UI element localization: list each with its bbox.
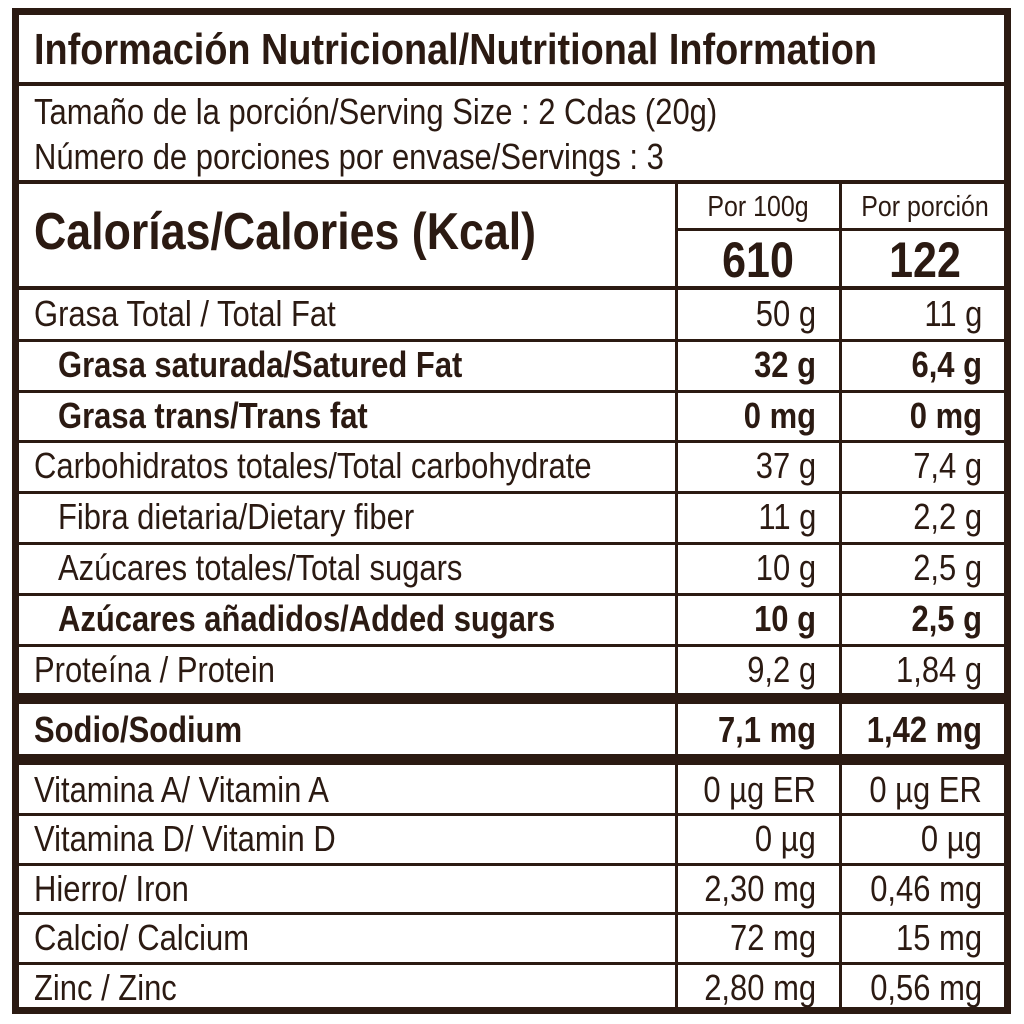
rule [12,862,1011,866]
rule [12,754,1011,765]
vitamin-per-portion: 15 mg [895,917,982,959]
calories-value: 610 [722,232,794,288]
servings: Número de porciones por envase/Servings … [34,136,664,177]
vitamin-per-portion: 0 µg ER [869,769,982,810]
rule [12,180,1011,184]
nutrient-per-portion: 11 g [924,293,982,334]
nutrient-per-portion: 7,4 g [913,445,982,487]
vitamin-label: Zinc / Zinc [34,966,177,1008]
rule [12,338,1011,342]
vitamin-label: Hierro/ Iron [34,867,189,909]
rule [12,389,1011,393]
vitamin-label: Calcio/ Calcium [34,917,250,959]
nutrient-label: Fibra dietaria/Dietary fiber [58,496,415,538]
column-header: Por 100g [707,191,809,223]
rule [675,228,1011,231]
vitamin-label: Vitamina A/ Vitamin A [34,769,329,810]
rule [12,912,1011,916]
nutrient-per-100g: 9,2 g [747,648,816,690]
calories-value: 122 [889,232,961,288]
rule [12,592,1011,596]
serving-size: Tamaño de la porción/Serving Size : 2 Cd… [34,91,718,132]
nutrient-per-portion: 2,2 g [913,496,982,538]
nutrient-per-100g: 11 g [758,496,816,538]
border [12,8,1011,1014]
rule [12,813,1011,817]
column-header: Por porción [861,191,989,223]
nutrient-per-100g: 10 g [755,547,816,588]
nutrient-per-100g: 50 g [755,293,816,334]
nutrient-label: Azúcares totales/Total sugars [58,547,463,588]
vitamin-per-100g: 0 µg [755,818,816,860]
nutrient-per-100g: 32 g [754,343,816,385]
rule [12,961,1011,965]
vitamin-per-100g: 72 mg [729,917,816,959]
calories-label: Calorías/Calories (Kcal) [34,203,537,261]
nutrient-per-portion: 6,4 g [911,343,982,385]
nutrient-label: Proteína / Protein [34,648,275,690]
vitamin-per-portion: 0,46 mg [870,867,982,909]
rule [12,440,1011,444]
nutrient-label: Azúcares añadidos/Added sugars [58,597,556,639]
sodium-label: Sodio/Sodium [34,709,243,750]
rule [12,542,1011,545]
rule [12,693,1011,704]
nutrient-per-portion: 1,84 g [895,648,982,690]
vitamin-per-100g: 2,30 mg [704,867,816,909]
nutrient-per-portion: 0 mg [909,394,982,436]
rule [12,643,1011,647]
vitamin-per-100g: 0 µg ER [703,769,816,810]
rule [12,82,1011,86]
nutrient-label: Carbohidratos totales/Total carbohydrate [34,445,592,487]
vitamin-label: Vitamina D/ Vitamin D [34,818,336,860]
nutrient-per-100g: 10 g [754,597,816,639]
nutrient-label: Grasa Total / Total Fat [34,293,336,334]
sodium-per-100g: 7,1 mg [717,709,816,750]
rule [12,286,1011,290]
vitamin-per-portion: 0 µg [921,818,982,860]
title: Información Nutricional/Nutritional Info… [34,25,878,74]
rule [12,491,1011,495]
vitamin-per-100g: 2,80 mg [704,966,816,1008]
vitamin-per-portion: 0,56 mg [870,966,982,1008]
nutrient-per-portion: 2,5 g [913,547,982,588]
nutrient-label: Grasa saturada/Satured Fat [58,343,463,385]
nutrient-per-portion: 2,5 g [911,597,982,639]
nutrient-label: Grasa trans/Trans fat [58,394,368,436]
sodium-per-portion: 1,42 mg [866,709,982,750]
nutrient-per-100g: 37 g [755,445,816,487]
nutrient-per-100g: 0 mg [743,394,816,436]
